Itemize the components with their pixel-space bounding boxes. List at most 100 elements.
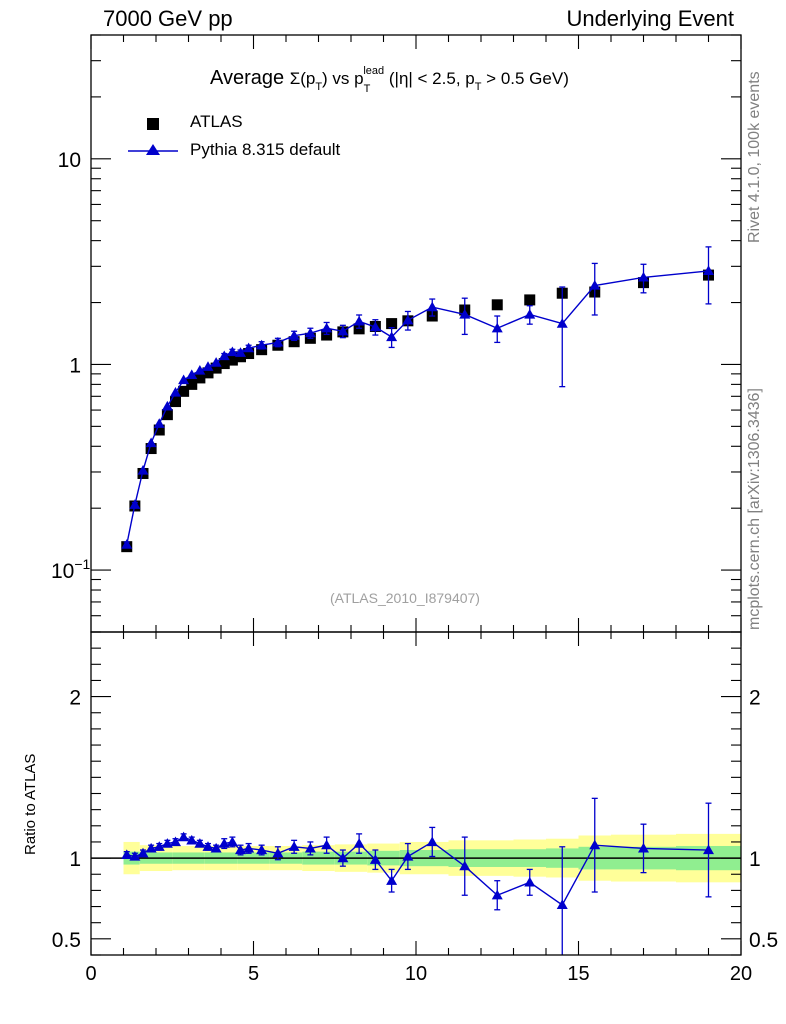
ratio-pythia-point <box>226 836 238 847</box>
pythia-data-point <box>153 418 165 428</box>
ratio-pythia-point <box>459 860 471 871</box>
pythia-data-point <box>272 336 284 347</box>
pythia-data-point <box>137 465 149 475</box>
ratio-pythia-point <box>304 842 316 853</box>
ratio-pythia-point <box>353 838 365 848</box>
analysis-reference-id: (ATLAS_2010_I879407) <box>330 590 480 606</box>
main-data-points <box>121 269 714 553</box>
atlas-data-point <box>210 362 222 374</box>
atlas-data-point <box>524 294 536 306</box>
pythia-data-point <box>178 374 190 385</box>
atlas-data-point <box>161 409 173 421</box>
pythia-data-point <box>426 301 438 312</box>
ratio-pythia-point <box>243 842 255 853</box>
ratio-y-tick-label-right: 1 <box>749 848 761 871</box>
ratio-pythia-point <box>161 838 173 848</box>
pythia-data-point <box>321 322 333 333</box>
ratio-y-tick-label-right: 0.5 <box>749 929 778 952</box>
pythia-data-point <box>703 265 714 276</box>
main-y-tick-label-1: 1 <box>69 354 81 377</box>
pythia-data-point <box>186 369 198 379</box>
atlas-data-point <box>186 378 198 390</box>
x-axis-tick-label: 0 <box>85 963 96 985</box>
pythia-data-point <box>524 308 536 319</box>
ratio-pythia-line <box>126 836 709 906</box>
ratio-y-axis-label: Ratio to ATLAS <box>22 753 39 855</box>
pythia-data-point <box>210 357 222 367</box>
panel-frames <box>90 34 742 956</box>
atlas-data-point <box>194 372 206 384</box>
ratio-y-tick-label-left: 1 <box>69 848 81 871</box>
energy-label: 7000 GeV pp <box>103 6 233 31</box>
ratio-pythia-point <box>321 839 333 850</box>
ratio-pythia-point <box>145 842 157 853</box>
ratio-pythia-point <box>369 854 381 864</box>
x-axis-tick-label: 20 <box>730 963 752 985</box>
axis-ticks <box>90 34 742 956</box>
legend-atlas-label: ATLAS <box>190 112 243 131</box>
atlas-data-point <box>226 354 238 366</box>
ratio-pythia-point <box>202 841 214 851</box>
main-y-tick-label-10: 10 <box>58 149 81 172</box>
ratio-pythia-point <box>256 844 268 855</box>
main-y-tick-label-0.1: 10−1 <box>51 556 91 583</box>
ratio-pythia-point <box>556 899 568 910</box>
ratio-pythia-point <box>524 876 536 887</box>
ratio-pythia-point <box>426 836 438 847</box>
pythia-data-point <box>353 315 365 326</box>
pythia-data-point <box>288 330 300 340</box>
ratio-y-tick-label-left: 2 <box>69 687 81 710</box>
ratio-pythia-point <box>638 842 649 853</box>
ratio-pythia-point <box>288 841 300 851</box>
ratio-pythia-point <box>337 852 349 863</box>
main-panel-frame <box>90 34 742 633</box>
ratio-pythia-point <box>402 850 414 861</box>
x-axis-tick-label: 5 <box>248 963 259 985</box>
atlas-data-point <box>491 299 503 311</box>
pythia-data-point <box>145 437 157 448</box>
x-axis-tick-label: 10 <box>405 963 427 985</box>
atlas-data-point <box>202 367 214 379</box>
ratio-pythia-point <box>703 844 714 855</box>
ratio-pythia-point <box>272 847 284 858</box>
ratio-pythia-point <box>491 889 503 900</box>
pythia-data-point <box>235 347 246 357</box>
pythia-data-point <box>638 271 649 282</box>
pythia-data-point <box>337 325 349 336</box>
ratio-y-tick-label-right: 2 <box>749 687 761 710</box>
x-axis-tick-label: 15 <box>567 963 589 985</box>
pythia-data-point <box>386 331 398 342</box>
ratio-y-tick-label-left: 0.5 <box>52 929 81 952</box>
atlas-data-point <box>170 396 181 408</box>
legend-pythia-marker <box>146 144 160 155</box>
pythia-data-point <box>369 321 381 332</box>
chart-title: Average Σ(pT) vs pTlead (|η| < 2.5, pT >… <box>210 65 569 95</box>
ratio-pythia-point <box>218 838 230 848</box>
legend-atlas-marker <box>147 118 159 130</box>
ratio-pythia-point <box>170 836 181 847</box>
pythia-data-point <box>556 318 568 328</box>
ratio-pythia-point <box>235 844 246 855</box>
ratio-mc-curve <box>121 797 714 955</box>
process-label: Underlying Event <box>566 6 734 31</box>
atlas-data-point <box>386 318 398 330</box>
pythia-data-point <box>218 350 230 361</box>
pythia-data-point <box>226 346 238 357</box>
ratio-pythia-point <box>178 831 190 842</box>
legend-pythia-label: Pythia 8.315 default <box>190 140 341 159</box>
pythia-data-point <box>256 339 268 350</box>
ratio-pythia-point <box>210 842 222 853</box>
atlas-data-point <box>178 385 190 397</box>
pythia-data-point <box>243 342 255 353</box>
pythia-data-point <box>304 327 316 338</box>
atlas-data-point <box>218 358 230 370</box>
atlas-data-point <box>288 336 300 348</box>
ratio-pythia-point <box>194 838 206 848</box>
pythia-data-point <box>170 387 181 397</box>
ratio-pythia-point <box>386 875 398 885</box>
pythia-data-point <box>121 539 133 549</box>
ratio-pythia-point <box>121 849 133 859</box>
pythia-series-line <box>126 270 709 545</box>
pythia-data-point <box>161 400 173 411</box>
